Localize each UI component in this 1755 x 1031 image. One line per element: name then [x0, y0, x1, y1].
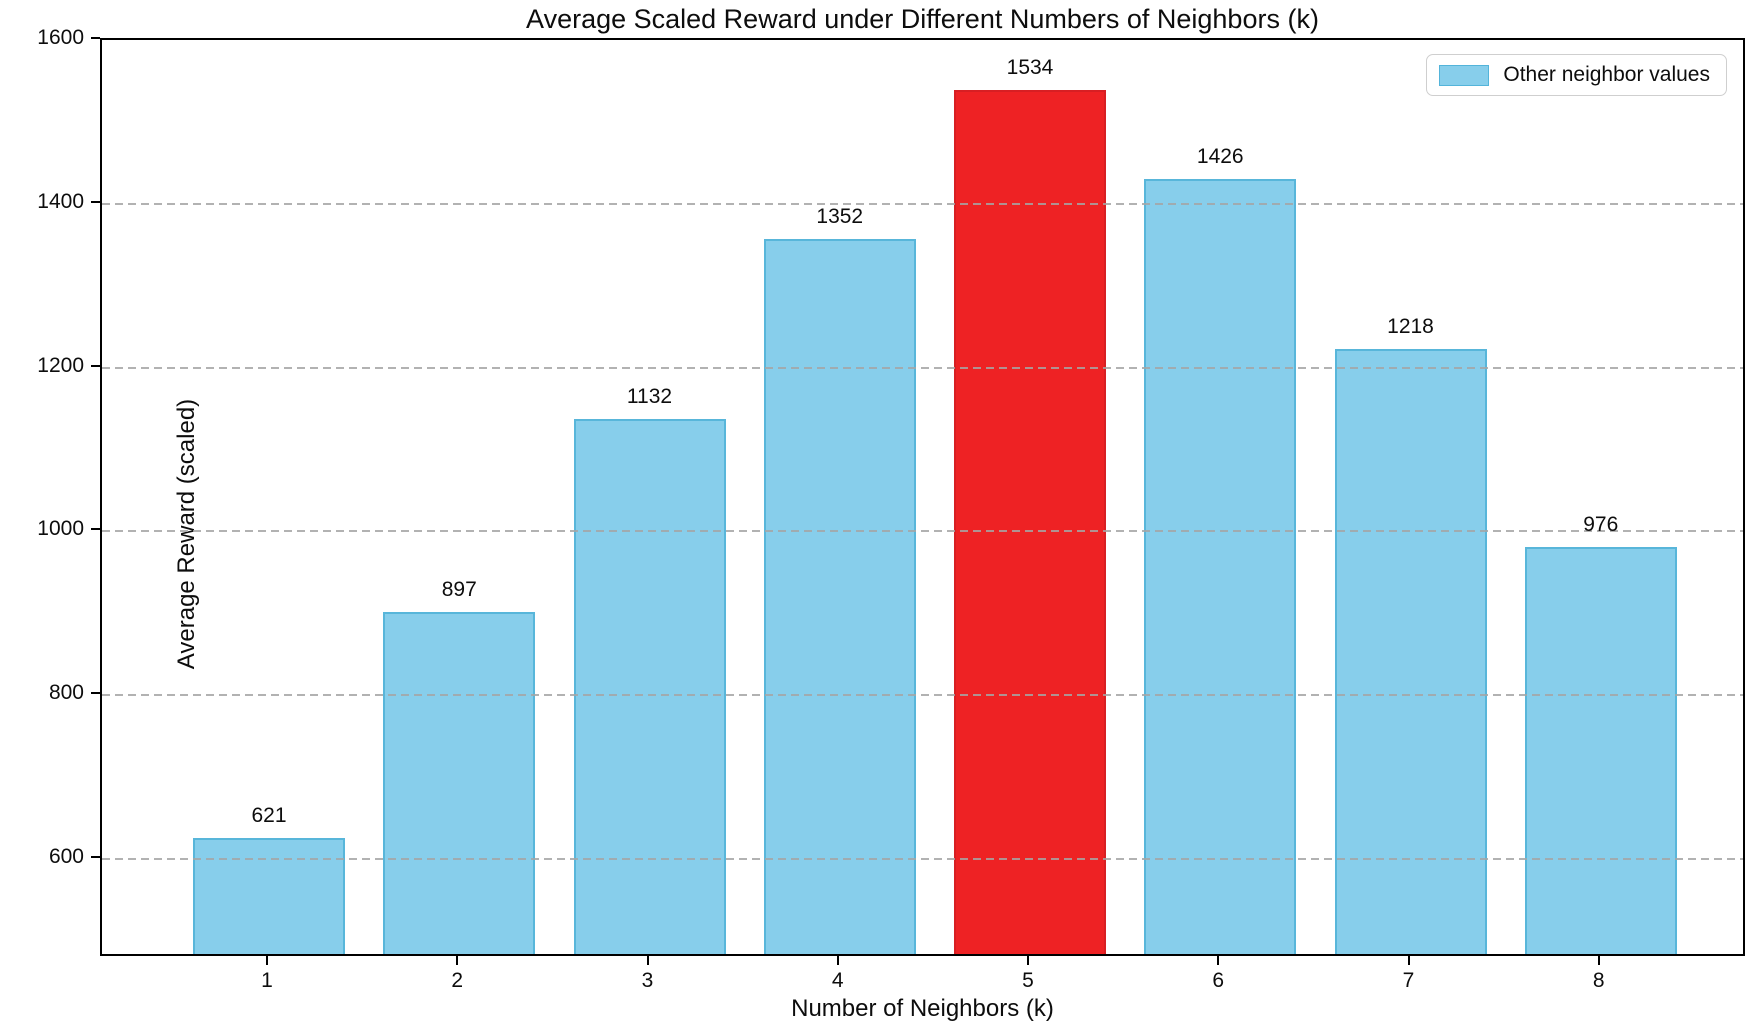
bar-k2: [383, 611, 536, 954]
x-tick-label-1: 1: [261, 969, 273, 992]
y-tick-mark-1600: [91, 37, 100, 39]
bar-value-label-k7: 1218: [1387, 314, 1434, 338]
x-tick-label-2: 2: [451, 969, 464, 992]
y-tick-label-1600: 1600: [37, 26, 84, 49]
x-tick-mark-4: [836, 956, 839, 965]
x-axis-label: Number of Neighbors (k): [791, 995, 1054, 1022]
bar-k7: [1334, 348, 1487, 954]
y-tick-mark-800: [91, 692, 100, 695]
bar-value-label-k6: 1426: [1196, 144, 1244, 168]
x-tick-label-5: 5: [1022, 969, 1034, 992]
x-tick-label-4: 4: [831, 969, 844, 992]
bar-k3: [573, 419, 726, 954]
legend: Other neighbor values: [1426, 54, 1727, 96]
bar-value-label-k8: 976: [1583, 513, 1619, 537]
bar-k8: [1524, 547, 1677, 954]
y-tick-mark-1200: [91, 364, 100, 367]
bar-k6: [1144, 178, 1297, 954]
gridline-y1400: [102, 202, 1743, 205]
bar-value-label-k3: 1132: [626, 385, 673, 409]
bar-value-label-k1: 621: [251, 803, 287, 827]
x-tick-label-8: 8: [1592, 969, 1605, 992]
x-tick-mark-8: [1597, 956, 1600, 965]
plot-area: 621 897 1132 1352 1534 1426 1218 976 Other neig…: [100, 38, 1745, 956]
bar-k4: [763, 239, 916, 954]
legend-label: Other neighbor values: [1503, 63, 1710, 86]
x-tick-mark-1: [266, 956, 268, 965]
bar-k5: [954, 90, 1106, 954]
x-tick-mark-6: [1217, 956, 1220, 965]
gridline-y800: [102, 694, 1743, 697]
y-tick-label-1400: 1400: [37, 189, 84, 213]
legend-swatch-icon: [1439, 64, 1490, 86]
x-tick-mark-7: [1407, 956, 1410, 965]
y-tick-label-800: 800: [48, 681, 84, 705]
y-tick-label-600: 600: [48, 844, 84, 868]
y-tick-mark-1400: [91, 200, 100, 203]
gridline-y1200: [102, 366, 1743, 369]
x-tick-mark-2: [456, 956, 459, 965]
y-tick-label-1200: 1200: [37, 353, 84, 377]
x-tick-label-6: 6: [1212, 969, 1225, 992]
x-tick-label-3: 3: [641, 969, 654, 992]
gridline-y1000: [102, 530, 1743, 533]
x-tick-mark-5: [1027, 956, 1029, 965]
y-tick-mark-1000: [91, 528, 100, 531]
bar-value-label-k4: 1352: [816, 205, 864, 229]
gridline-y600: [102, 857, 1743, 860]
y-tick-mark-600: [91, 855, 100, 858]
x-tick-label-7: 7: [1402, 969, 1415, 992]
chart-title: Average Scaled Reward under Different Nu…: [526, 4, 1319, 34]
bar-k1: [193, 837, 345, 954]
x-tick-mark-3: [646, 956, 649, 965]
bar-value-label-k5: 1534: [1006, 56, 1054, 80]
y-tick-label-1000: 1000: [37, 517, 84, 541]
bar-value-label-k2: 897: [441, 577, 477, 601]
